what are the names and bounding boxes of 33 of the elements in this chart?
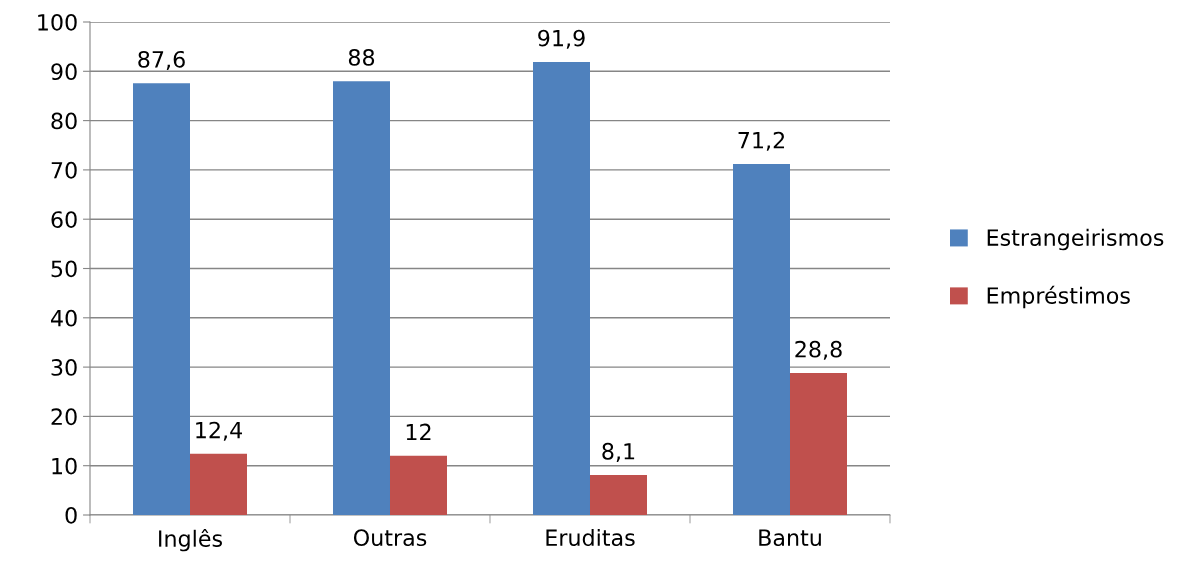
data-label: 87,6 [138,50,185,70]
bar [390,455,447,515]
data-label: 12 [406,423,431,441]
x-tick-label: Inglês [159,528,222,552]
y-tick-label: 90 [51,63,77,81]
data-label: 71,2 [738,131,785,151]
bar [590,475,647,515]
data-label: 91,9 [538,29,585,49]
bar [190,453,247,515]
bar [533,61,590,515]
data-label: 8,1 [602,442,635,462]
x-tick-label: Eruditas [546,528,635,547]
y-tick-label: 10 [52,457,77,475]
bar [790,373,847,515]
data-label: 28,8 [795,340,842,360]
legend-label: Estrangeirismos [987,228,1164,251]
y-tick-label: 20 [51,408,77,426]
x-tick-label: Bantu [759,529,821,547]
y-tick-label: 0 [65,506,77,524]
bar [133,83,190,515]
y-tick-label: 40 [51,309,77,327]
bar [733,163,790,515]
data-label: 88 [348,48,375,66]
y-tick-label: 50 [51,260,77,278]
y-tick-label: 30 [51,359,77,376]
y-tick-label: 100 [38,13,77,31]
y-tick-label: 60 [51,211,77,228]
data-label: 12,4 [196,421,242,441]
y-tick-label: 70 [51,161,77,179]
y-tick-label: 80 [51,112,77,130]
legend-label: Empréstimos [987,285,1130,309]
x-tick-label: Outras [353,529,427,547]
bar [333,81,390,515]
